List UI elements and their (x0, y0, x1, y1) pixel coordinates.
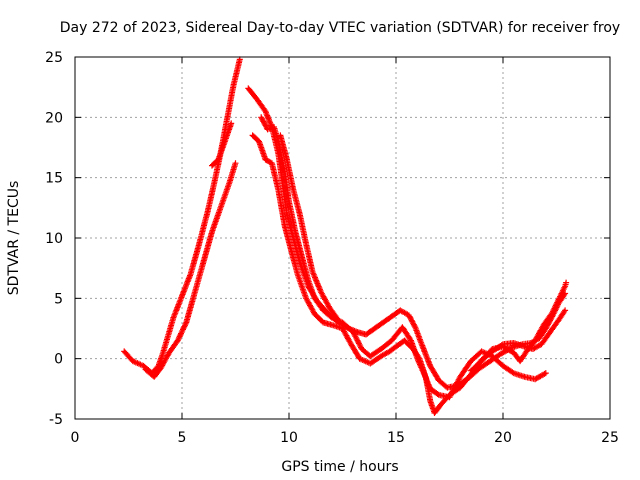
series-markers (249, 132, 569, 416)
x-tick-label: 10 (280, 430, 298, 446)
axis-ticks: 0 5 10 15 20 25 -5 0 5 10 15 20 25 (45, 50, 619, 446)
chart-title: Day 272 of 2023, Sidereal Day-to-day VTE… (60, 20, 620, 36)
series-track-g (277, 132, 342, 324)
x-axis-label: GPS time / hours (281, 459, 398, 475)
series-markers (121, 56, 243, 377)
series-track-b (142, 160, 239, 380)
series-markers (467, 279, 570, 374)
y-tick-label: 5 (54, 291, 63, 307)
series-track-f (258, 114, 549, 401)
series-track-a (121, 56, 243, 377)
y-tick-label: 20 (45, 110, 63, 126)
series-markers (142, 160, 239, 380)
series-markers (277, 132, 342, 324)
x-tick-label: 5 (178, 430, 187, 446)
data-series (121, 56, 570, 416)
series-markers (209, 120, 235, 169)
series-track-e (249, 132, 569, 416)
series-track-h (467, 279, 570, 374)
series-track-c (209, 120, 235, 169)
y-tick-label: 25 (45, 50, 63, 66)
y-tick-label: 0 (54, 352, 63, 368)
y-tick-label: 15 (45, 171, 63, 187)
x-tick-label: 20 (494, 430, 512, 446)
y-axis-label: SDTVAR / TECUs (6, 181, 22, 296)
series-markers (258, 114, 549, 401)
y-tick-label: -5 (49, 412, 63, 428)
x-tick-label: 25 (601, 430, 619, 446)
x-tick-label: 15 (387, 430, 405, 446)
y-tick-label: 10 (45, 231, 63, 247)
x-tick-label: 0 (71, 430, 80, 446)
